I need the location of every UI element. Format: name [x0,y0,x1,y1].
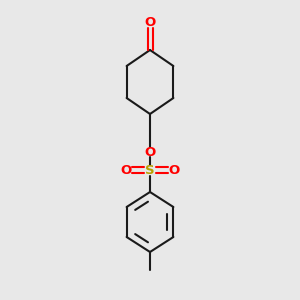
Text: O: O [168,164,180,176]
Text: O: O [144,16,156,29]
Text: O: O [120,164,132,176]
Text: S: S [145,164,155,176]
Text: O: O [144,146,156,158]
